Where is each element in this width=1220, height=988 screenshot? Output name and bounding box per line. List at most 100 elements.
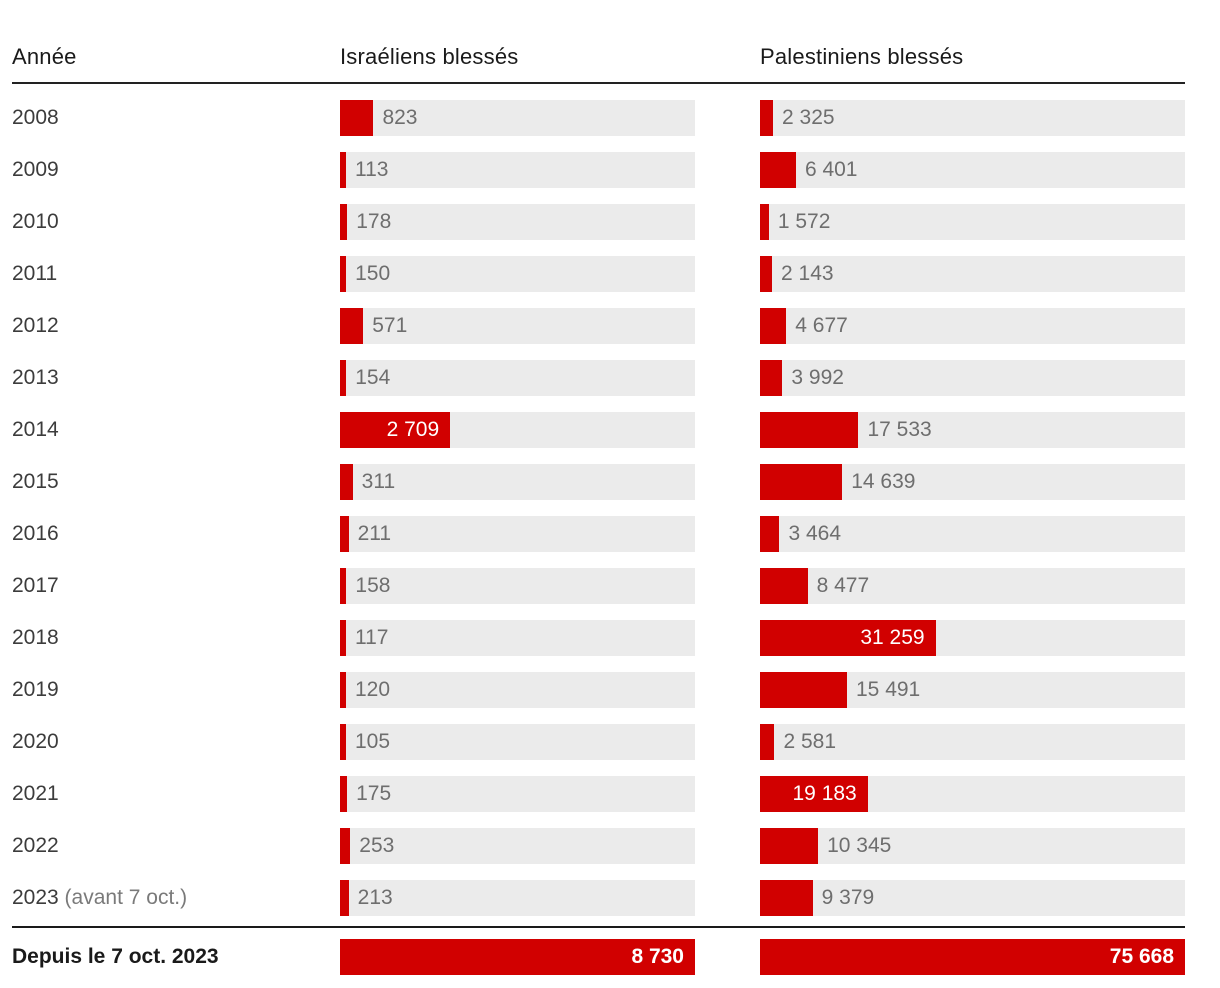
year-label-main: 2023 — [12, 886, 59, 909]
palestinian-bar — [760, 880, 813, 916]
year-label-main: Depuis le 7 oct. 2023 — [12, 945, 219, 968]
palestinian-bar-track: 2 581 — [760, 724, 1185, 760]
israeli-value-outside: 571 — [372, 314, 408, 337]
year-label: 2011 — [12, 262, 340, 286]
israeli-value-outside: 211 — [357, 522, 392, 545]
israeli-value-inside: 8 730 — [631, 945, 684, 968]
israeli-value-outside: 213 — [357, 886, 393, 909]
year-label: 2014 — [12, 418, 340, 442]
israeli-bar — [340, 880, 349, 916]
table-row: 2023 (avant 7 oct.) 213 9 379 — [12, 872, 1185, 924]
palestinian-bar: 75 668 — [760, 939, 1185, 975]
table-row: 2017 158 8 477 — [12, 560, 1185, 612]
palestinian-bar-track: 3 464 — [760, 516, 1185, 552]
table-row: 2010 178 1 572 — [12, 196, 1185, 248]
palestinian-value-outside: 3 464 — [788, 522, 842, 545]
israeli-bar — [340, 152, 346, 188]
palestinian-bar: 19 183 — [760, 776, 868, 812]
israeli-value-outside: 253 — [359, 834, 395, 857]
table-row: 2015 311 14 639 — [12, 456, 1185, 508]
column-header-palestinian-injured: Palestiniens blessés — [760, 44, 964, 69]
palestinian-bar-track: 31 259 — [760, 620, 1185, 656]
palestinian-bar-track: 14 639 — [760, 464, 1185, 500]
israeli-value-outside: 178 — [356, 210, 392, 233]
israeli-value-outside: 105 — [355, 730, 391, 753]
year-label-main: 2009 — [12, 158, 59, 181]
israeli-bar-track: 8 730 — [340, 939, 695, 975]
israeli-bar-track: 175 — [340, 776, 695, 812]
table-row: 2014 2 709 17 533 — [12, 404, 1185, 456]
palestinian-bar — [760, 308, 787, 344]
year-label: 2015 — [12, 470, 340, 494]
year-label: 2008 — [12, 106, 340, 130]
table-row: 2012 571 4 677 — [12, 300, 1185, 352]
palestinian-bar-track: 3 992 — [760, 360, 1185, 396]
israeli-value-outside: 311 — [361, 470, 396, 493]
palestinian-bar-track: 2 143 — [760, 256, 1185, 292]
table-row: 2018 117 31 259 — [12, 612, 1185, 664]
israeli-bar — [340, 620, 346, 656]
year-label-main: 2008 — [12, 106, 59, 129]
column-header-year: Année — [12, 44, 77, 69]
palestinian-bar-track: 19 183 — [760, 776, 1185, 812]
palestinian-bar: 31 259 — [760, 620, 936, 656]
year-label-main: 2012 — [12, 314, 59, 337]
year-label: 2010 — [12, 210, 340, 234]
palestinian-value-inside: 19 183 — [792, 782, 857, 805]
israeli-bar-track: 113 — [340, 152, 695, 188]
israeli-bar-track: 117 — [340, 620, 695, 656]
year-label: 2019 — [12, 678, 340, 702]
year-label: 2017 — [12, 574, 340, 598]
year-label-main: 2016 — [12, 522, 59, 545]
palestinian-value-outside: 9 379 — [821, 886, 875, 909]
israeli-value-outside: 158 — [355, 574, 391, 597]
palestinian-bar — [760, 464, 843, 500]
table-row: 2009 113 6 401 — [12, 144, 1185, 196]
palestinian-bar — [760, 256, 773, 292]
israeli-value-outside: 113 — [355, 158, 389, 181]
year-label: 2016 — [12, 522, 340, 546]
israeli-bar — [340, 100, 374, 136]
israeli-bar — [340, 672, 346, 708]
palestinian-bar — [760, 828, 819, 864]
palestinian-bar-track: 15 491 — [760, 672, 1185, 708]
israeli-bar-track: 213 — [340, 880, 695, 916]
year-label: 2023 (avant 7 oct.) — [12, 886, 340, 910]
israeli-value-outside: 150 — [355, 262, 391, 285]
palestinian-bar-track: 2 325 — [760, 100, 1185, 136]
palestinian-bar — [760, 412, 859, 448]
palestinian-bar-track: 6 401 — [760, 152, 1185, 188]
palestinian-value-outside: 14 639 — [851, 470, 916, 493]
chart-header: Année Israéliens blessés Palestiniens bl… — [12, 44, 1185, 84]
year-label-suffix: (avant 7 oct.) — [58, 886, 188, 909]
column-header-israeli-injured: Israéliens blessés — [340, 44, 519, 69]
israeli-value-outside: 154 — [355, 366, 391, 389]
palestinian-bar-track: 8 477 — [760, 568, 1185, 604]
year-label: 2020 — [12, 730, 340, 754]
palestinian-value-outside: 15 491 — [856, 678, 921, 701]
year-label: 2022 — [12, 834, 340, 858]
year-label: 2021 — [12, 782, 340, 806]
israeli-value-outside: 175 — [356, 782, 392, 805]
palestinian-value-inside: 31 259 — [860, 626, 925, 649]
israeli-bar — [340, 516, 349, 552]
table-row: 2020 105 2 581 — [12, 716, 1185, 768]
year-label: Depuis le 7 oct. 2023 — [12, 945, 340, 969]
palestinian-bar — [760, 100, 774, 136]
palestinian-bar — [760, 724, 775, 760]
palestinian-value-outside: 8 477 — [816, 574, 870, 597]
year-label: 2018 — [12, 626, 340, 650]
palestinian-bar-track: 4 677 — [760, 308, 1185, 344]
table-row: 2008 823 2 325 — [12, 92, 1185, 144]
palestinian-bar-track: 75 668 — [760, 939, 1185, 975]
israeli-bar-track: 154 — [340, 360, 695, 396]
palestinian-bar — [760, 672, 847, 708]
table-row: 2016 211 3 464 — [12, 508, 1185, 560]
israeli-bar — [340, 776, 348, 812]
palestinian-bar — [760, 516, 780, 552]
year-label-main: 2018 — [12, 626, 59, 649]
year-label: 2012 — [12, 314, 340, 338]
palestinian-value-outside: 2 325 — [782, 106, 835, 129]
israeli-bar-track: 105 — [340, 724, 695, 760]
